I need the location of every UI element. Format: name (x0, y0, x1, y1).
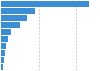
Bar (1, 50, 5, 56)
Bar (1, 22, 20, 28)
Bar (1, 36, 8, 42)
Bar (1, 43, 6, 49)
Bar (1, 1, 89, 7)
Bar (1, 64, 3, 70)
Bar (1, 15, 27, 21)
Bar (1, 57, 4, 63)
Bar (1, 29, 11, 35)
Bar (1, 8, 35, 14)
